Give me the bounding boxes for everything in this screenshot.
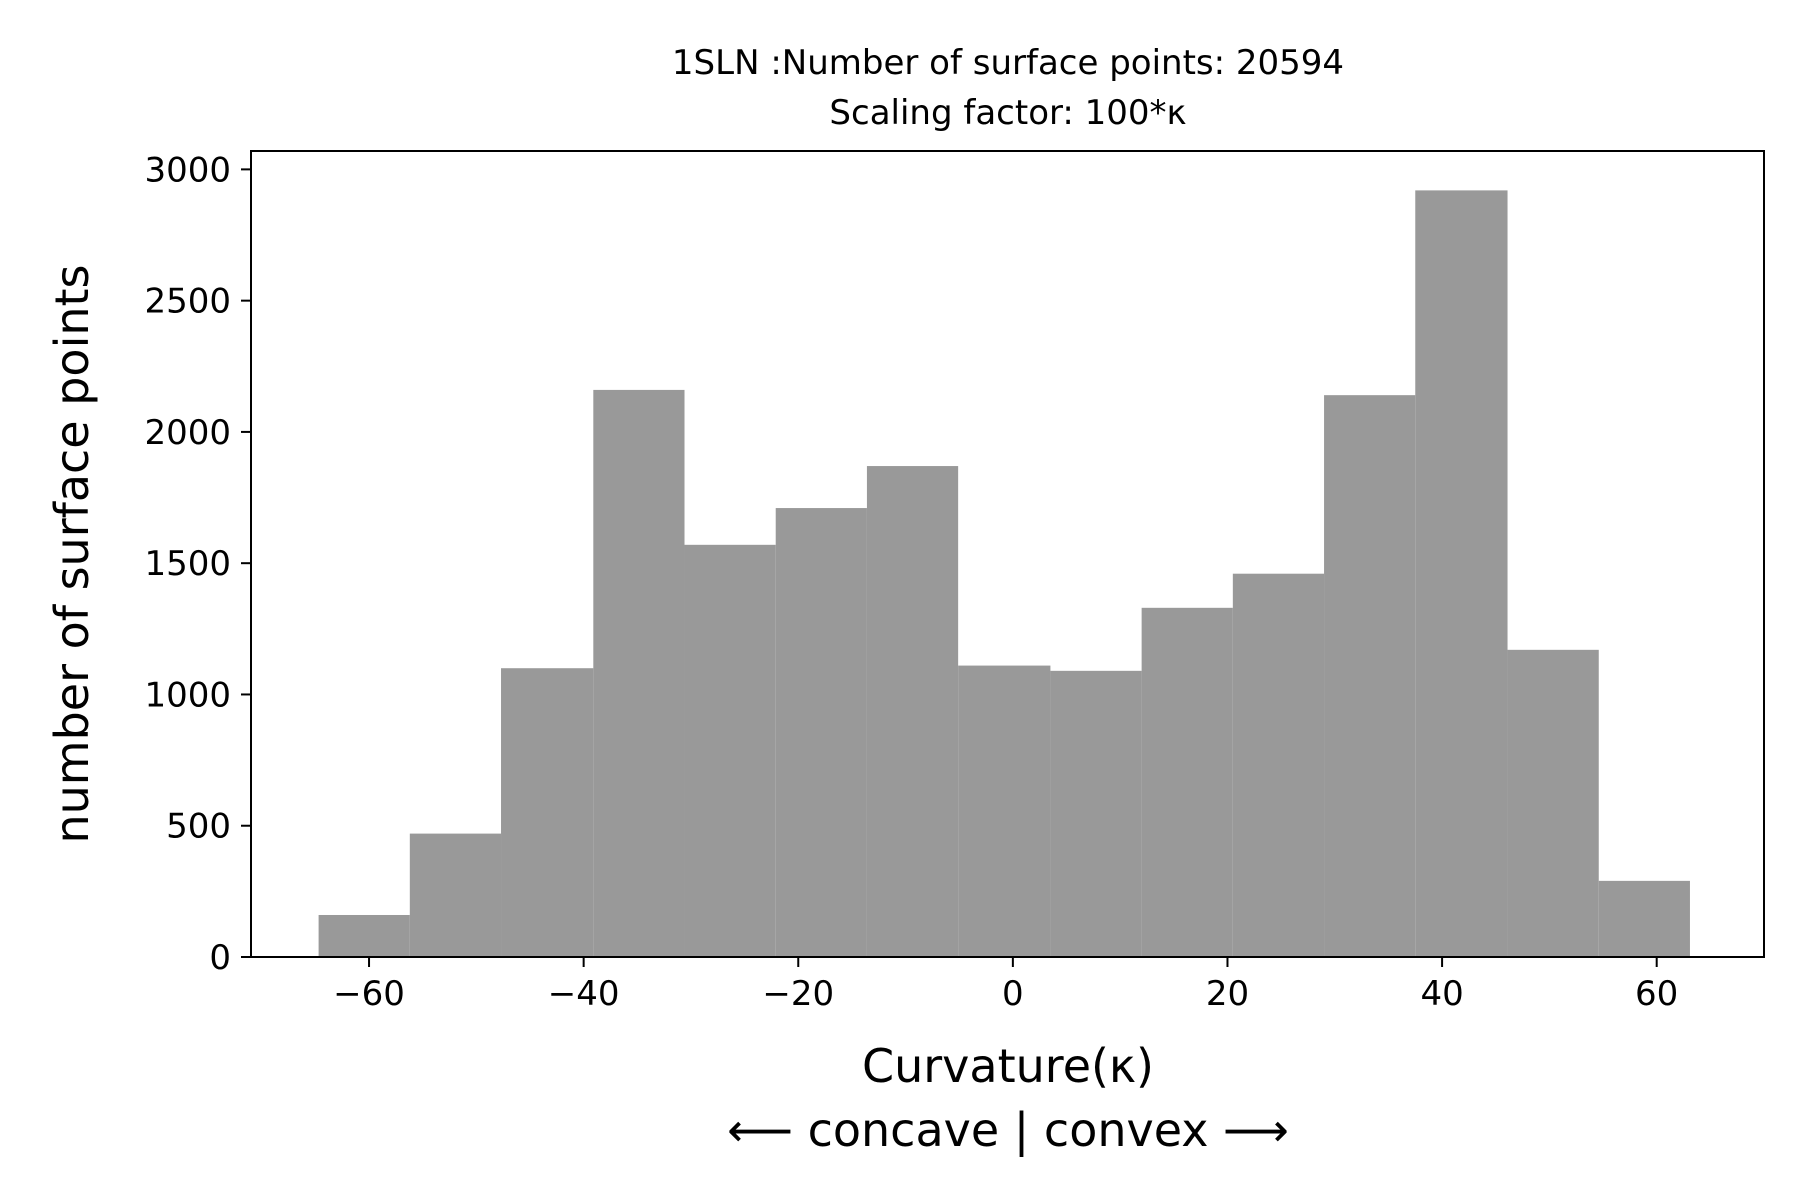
x-tick-label: 0	[1002, 974, 1024, 1014]
histogram-bar-7	[866, 466, 959, 957]
histogram-bar-14	[1507, 649, 1599, 957]
y-tick-label: 1000	[144, 675, 231, 715]
x-tick-label: 20	[1206, 974, 1249, 1014]
y-axis-ticks: 0 500 1000 1500 2000 2500 3000	[144, 150, 251, 978]
chart-title-line2: Scaling factor: 100*κ	[829, 93, 1186, 133]
histogram-bar-1	[318, 914, 410, 957]
histogram-bar-15	[1598, 880, 1690, 957]
x-tick-label: −60	[333, 974, 405, 1014]
histogram-bar-4	[593, 389, 685, 957]
histogram-bar-10	[1141, 607, 1233, 957]
histogram-bar-11	[1232, 573, 1325, 957]
y-axis-title: number of surface points	[45, 264, 99, 843]
histogram-bar-13	[1415, 190, 1508, 957]
y-tick-label: 1500	[144, 544, 231, 584]
histogram-bar-9	[1050, 670, 1142, 957]
histogram-bar-2	[409, 833, 502, 957]
x-axis-subtitle: ⟵ concave | convex ⟶	[727, 1103, 1289, 1158]
y-tick-label: 2000	[144, 413, 231, 453]
chart-title-line1: 1SLN :Number of surface points: 20594	[672, 43, 1344, 83]
histogram-bar-3	[501, 668, 594, 957]
histogram-bar-5	[684, 544, 776, 957]
x-axis-ticks: −60 −40 −20 0 20 40 60	[333, 957, 1678, 1014]
x-tick-label: −20	[762, 974, 834, 1014]
x-tick-label: 40	[1420, 974, 1463, 1014]
y-tick-label: 0	[209, 938, 231, 978]
x-axis-title: Curvature(κ)	[862, 1039, 1154, 1093]
histogram-bar-8	[958, 665, 1051, 957]
y-tick-label: 2500	[144, 282, 231, 322]
y-tick-label: 500	[166, 807, 231, 847]
y-tick-label: 3000	[144, 150, 231, 190]
x-tick-label: −40	[548, 974, 620, 1014]
plot-frame	[250, 150, 1765, 958]
x-tick-label: 60	[1635, 974, 1678, 1014]
histogram-bar-6	[775, 508, 867, 957]
histogram-bar-12	[1324, 395, 1416, 958]
histogram-bars	[318, 190, 1690, 958]
